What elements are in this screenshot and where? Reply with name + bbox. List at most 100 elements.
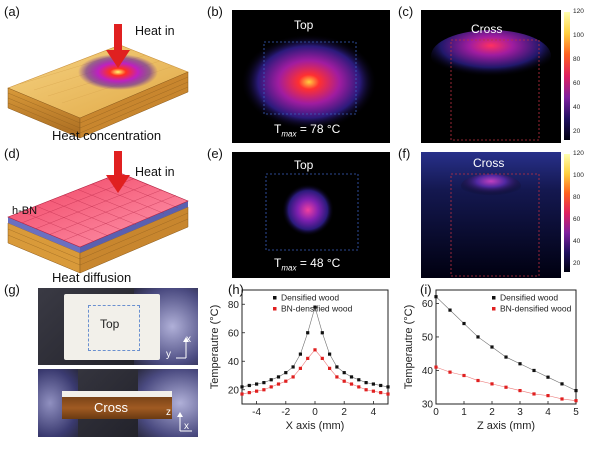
heat-blob-f [461,174,521,198]
data-point [532,368,536,373]
x-tick-label: 1 [461,407,467,418]
measurement-box-e [265,173,359,251]
data-point [269,378,273,382]
panel-e-tmax: Tmax = 48 °C [274,256,341,273]
data-point [306,356,310,360]
data-point [335,365,339,369]
data-point [240,385,244,389]
x-tick-label: 0 [312,407,318,418]
data-point [476,378,480,383]
panel-e-label: (e) [207,146,223,161]
data-point [313,348,317,352]
data-point [490,382,494,386]
panel-a-label: (a) [4,4,20,19]
chart-i: 0 1 2 3 4 5 30 40 50 60 Z axis (mm) Temperautre (°C… [403,289,579,432]
y-tick-label: 60 [228,328,240,339]
data-point [269,385,273,389]
photo-top-label: Top [100,317,120,331]
panel-e-view-label: Top [294,158,314,172]
x-axis-label: X axis (mm) [286,420,345,432]
data-point [532,392,536,396]
wood-sample-top-edge [62,391,172,397]
axis-z-label: z [166,407,171,418]
panel-b-view-label: Top [294,18,314,32]
colorbar-tick: 20 [573,128,581,135]
data-point [518,388,522,393]
data-point [262,388,266,392]
photo-cross: Cross z x [38,369,198,437]
data-point [349,375,354,379]
axis-y-label: y [166,349,171,360]
data-point [448,308,452,312]
legend-marker [492,296,496,300]
axis-xy-icon [176,337,189,359]
data-point [546,375,550,379]
panel-c-label: (c) [398,4,414,19]
heat-blob-c [431,30,551,82]
colorbar-c [564,12,570,140]
x-tick-label: 5 [573,407,579,418]
data-point [560,382,564,386]
measurement-box-c [450,39,540,141]
data-point [247,383,251,388]
wood-block-side [79,206,189,274]
data-point [448,370,452,374]
panel-a-caption: Heat concentration [52,128,162,143]
heat-arrow-icon [106,175,130,193]
colorbar-tick: 100 [573,32,584,39]
axis-x2-label: x [184,421,189,432]
panel-d-material: h-BN [12,205,38,217]
y-axis-label: Temperautre (°C) [209,305,221,389]
x-tick-label: -2 [281,407,290,418]
x-tick-label: 0 [433,407,439,418]
data-point [574,399,578,403]
colorbar-tick: 120 [573,8,584,15]
panel-d-heat-in: Heat in [135,165,175,179]
wood-sample-cross [62,397,172,419]
panel-e-thermal-image: Top Tmax = 48 °C [232,152,390,278]
data-point [328,352,332,356]
data-point [462,321,466,326]
data-point [490,345,494,349]
data-point [364,381,368,385]
y-tick-label: 50 [422,332,434,343]
axis-xz-icon [177,412,192,432]
heat-arrow-shaft [114,24,122,52]
data-point [546,394,550,398]
colorbar-f [564,154,570,272]
data-point [342,379,346,383]
series-line-1 [435,366,577,401]
colorbar-tick: 60 [573,80,581,87]
panel-f-label: (f) [398,146,411,161]
panel-b-tmax: Tmax = 78 °C [274,122,341,139]
data-point [386,392,390,396]
axis-x-label: x [186,334,191,345]
panel-f-thermal-image: Cross [421,152,561,278]
panel-c-thermal-image: Cross [421,10,561,143]
panel-f-view-label: Cross [473,156,505,170]
data-point [298,366,302,370]
data-point [284,379,288,383]
data-point [504,355,508,359]
data-point [247,391,251,395]
panel-d-caption: Heat diffusion [52,270,132,285]
colorbar-tick: 20 [573,260,581,267]
data-point [298,352,302,356]
data-point [518,362,522,366]
heat-arrow-icon [106,50,130,68]
data-point [291,375,295,379]
colorbar-tick: 80 [573,194,581,201]
data-point [357,385,361,389]
y-tick-label: 80 [228,300,240,311]
x-axis-label: Z axis (mm) [477,420,535,432]
panel-c-view-label: Cross [471,22,503,36]
colorbar-tick: 120 [573,150,584,157]
data-point [386,385,390,389]
measurement-box-photo [88,305,140,351]
data-point [255,389,259,393]
panel-g-label: (g) [4,282,20,297]
hbn-grid-top [7,172,189,248]
data-point [276,375,281,379]
legend-label: Densified wood [281,293,339,303]
y-tick-label: 40 [422,366,434,377]
